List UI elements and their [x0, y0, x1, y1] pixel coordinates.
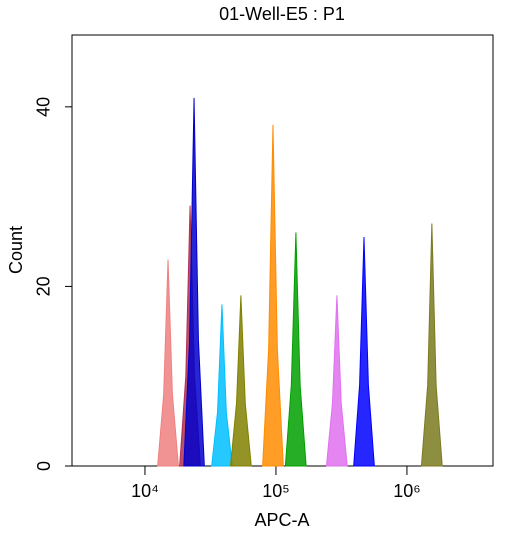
y-tick-label: 40	[34, 97, 54, 117]
histogram-area	[157, 259, 179, 467]
x-tick-label: 10⁴	[131, 481, 159, 501]
y-tick-label: 20	[34, 276, 54, 296]
x-axis-label: APC-A	[254, 510, 309, 530]
x-tick-label: 10⁶	[393, 481, 420, 501]
y-axis-label: Count	[6, 226, 26, 274]
histogram-area	[183, 97, 205, 467]
chart-title: 01-Well-E5 : P1	[219, 4, 345, 24]
x-tick-label: 10⁵	[262, 481, 289, 501]
histogram-area	[284, 232, 307, 467]
histogram-area	[262, 124, 284, 467]
histogram-area	[229, 295, 252, 467]
histogram-area	[353, 237, 375, 467]
histogram-area	[325, 295, 348, 467]
histogram-area	[211, 304, 233, 467]
y-tick-label: 0	[34, 461, 54, 471]
histogram-area	[420, 223, 443, 467]
